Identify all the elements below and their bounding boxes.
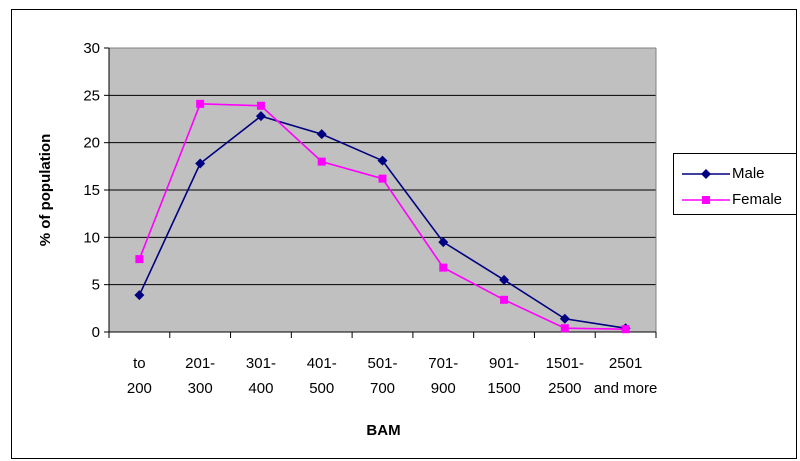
point-male <box>438 237 449 248</box>
point-female <box>256 101 265 110</box>
legend: Male Female <box>673 153 797 215</box>
x-tick-label: 400 <box>248 380 273 397</box>
point-male <box>316 129 327 140</box>
legend-label-female: Female <box>732 191 783 208</box>
legend-label-male: Male <box>732 165 765 182</box>
x-tick-label: 300 <box>188 380 213 397</box>
point-female <box>560 324 569 333</box>
y-tick-label: 20 <box>83 135 100 152</box>
point-female <box>500 295 509 304</box>
y-axis-title: % of population <box>37 134 54 246</box>
point-female <box>378 174 387 183</box>
legend-item-male: Male <box>674 163 796 185</box>
legend-item-female: Female <box>674 189 796 211</box>
series-markers <box>134 99 631 334</box>
point-female <box>317 157 326 166</box>
x-tick-label: 500 <box>309 380 334 397</box>
x-tick-label: 901- <box>489 355 519 372</box>
x-tick-label: 301- <box>246 355 276 372</box>
y-tick-label: 15 <box>83 182 100 199</box>
y-tick-label: 10 <box>83 229 100 246</box>
point-female <box>621 325 630 334</box>
point-male <box>377 155 388 166</box>
point-female <box>196 99 205 108</box>
x-tick-label: 1500 <box>487 380 520 397</box>
x-tick-label: 501- <box>367 355 397 372</box>
point-male <box>134 290 145 301</box>
point-male <box>499 274 510 285</box>
x-tick-label: 1501- <box>546 355 584 372</box>
y-tick-label: 25 <box>83 87 100 104</box>
x-axis-title: BAM <box>366 422 400 439</box>
axes: 0 5 10 15 20 25 30 to 200 201- 300 301- 400 401- 500 50… <box>83 40 657 397</box>
point-female <box>135 255 144 264</box>
y-tick-label: 0 <box>92 324 100 341</box>
legend-swatch-male <box>682 169 730 179</box>
x-tick-label: 2501 <box>609 355 642 372</box>
y-tick-label: 5 <box>92 277 100 294</box>
x-tick-label: 2500 <box>548 380 581 397</box>
point-male <box>195 158 206 169</box>
x-tick-label: to <box>133 355 146 372</box>
point-male <box>255 111 266 122</box>
x-tick-label: and more <box>594 380 657 397</box>
x-tick-label: 900 <box>431 380 456 397</box>
point-female <box>439 263 448 272</box>
x-tick-label: 700 <box>370 380 395 397</box>
point-male <box>559 313 570 324</box>
x-tick-label: 401- <box>307 355 337 372</box>
x-tick-label: 200 <box>127 380 152 397</box>
y-tick-label: 30 <box>83 40 100 57</box>
x-tick-label: 201- <box>185 355 215 372</box>
legend-swatch-female <box>682 196 730 204</box>
x-tick-label: 701- <box>428 355 458 372</box>
